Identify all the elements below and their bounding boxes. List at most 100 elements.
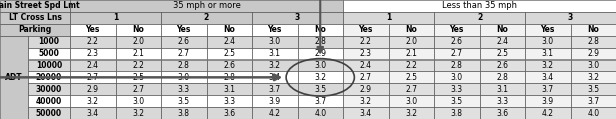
Bar — [116, 95, 161, 107]
Text: 3.4: 3.4 — [360, 109, 372, 118]
Text: 35 mph or more: 35 mph or more — [172, 1, 240, 10]
Bar — [298, 71, 343, 83]
Text: 3.5: 3.5 — [314, 85, 326, 94]
Bar — [434, 48, 479, 60]
Bar — [343, 95, 389, 107]
Text: 3.2: 3.2 — [269, 61, 281, 70]
Text: ADT: ADT — [5, 73, 23, 82]
Bar — [161, 95, 206, 107]
Bar — [389, 36, 434, 48]
Bar — [479, 60, 525, 71]
Bar — [479, 95, 525, 107]
Bar — [70, 95, 116, 107]
Bar — [116, 36, 161, 48]
Bar — [252, 83, 298, 95]
Text: 2.4: 2.4 — [496, 37, 508, 46]
Bar — [389, 83, 434, 95]
Text: 3.2: 3.2 — [541, 61, 554, 70]
Bar — [0, 24, 70, 36]
Bar — [28, 60, 70, 71]
Text: Yes: Yes — [267, 25, 282, 34]
Text: 2.9: 2.9 — [314, 49, 326, 58]
Text: 3.2: 3.2 — [360, 97, 371, 106]
Bar — [479, 83, 525, 95]
Text: 3.8: 3.8 — [178, 109, 190, 118]
Text: 2.5: 2.5 — [132, 73, 144, 82]
Text: 20000: 20000 — [36, 73, 62, 82]
Text: 3.4: 3.4 — [541, 73, 554, 82]
Text: 3.8: 3.8 — [451, 109, 463, 118]
Bar — [206, 24, 252, 36]
Text: 1: 1 — [113, 13, 118, 22]
Bar — [343, 71, 389, 83]
Text: 3.2: 3.2 — [132, 109, 144, 118]
Bar — [0, 0, 70, 12]
Text: 3.1: 3.1 — [541, 49, 554, 58]
Bar — [434, 83, 479, 95]
Text: 4.2: 4.2 — [269, 109, 281, 118]
Text: 3.1: 3.1 — [269, 49, 281, 58]
Text: 3.3: 3.3 — [223, 97, 235, 106]
Bar — [298, 24, 343, 36]
Text: 3: 3 — [295, 13, 300, 22]
Text: 2: 2 — [477, 13, 482, 22]
Bar — [343, 0, 616, 12]
Text: Parking: Parking — [18, 25, 52, 34]
Text: No: No — [496, 25, 508, 34]
Text: Main Street Spd Lmt: Main Street Spd Lmt — [0, 1, 79, 10]
Text: 2.4: 2.4 — [223, 37, 235, 46]
Text: 2.8: 2.8 — [224, 73, 235, 82]
Text: Yes: Yes — [177, 25, 191, 34]
Text: 3.2: 3.2 — [314, 73, 326, 82]
Bar — [570, 36, 616, 48]
Bar — [389, 95, 434, 107]
Bar — [116, 83, 161, 95]
Bar — [343, 24, 389, 36]
Text: 2.7: 2.7 — [87, 73, 99, 82]
Text: Yes: Yes — [541, 25, 555, 34]
Text: 3.3: 3.3 — [496, 97, 508, 106]
Bar — [434, 36, 479, 48]
Bar — [161, 48, 206, 60]
Text: 2.1: 2.1 — [405, 49, 417, 58]
Text: 2.9: 2.9 — [87, 85, 99, 94]
Bar — [570, 48, 616, 60]
Bar — [434, 107, 479, 119]
Bar — [525, 12, 616, 24]
Text: 3.0: 3.0 — [314, 61, 326, 70]
Text: 30000: 30000 — [36, 85, 62, 94]
Text: LT Cross Lns: LT Cross Lns — [9, 13, 62, 22]
Bar — [252, 71, 298, 83]
Bar — [570, 60, 616, 71]
Text: 3.2: 3.2 — [405, 109, 417, 118]
Text: 3.0: 3.0 — [405, 97, 417, 106]
Bar — [161, 12, 252, 24]
Bar — [389, 107, 434, 119]
Bar — [252, 48, 298, 60]
Text: 3.5: 3.5 — [587, 85, 599, 94]
Bar — [343, 48, 389, 60]
Bar — [70, 60, 116, 71]
Bar — [570, 83, 616, 95]
Bar — [298, 95, 343, 107]
Text: 1: 1 — [386, 13, 391, 22]
Bar — [525, 95, 570, 107]
Text: 2.3: 2.3 — [87, 49, 99, 58]
Bar — [298, 36, 343, 48]
Bar — [525, 71, 570, 83]
Text: 2.4: 2.4 — [360, 61, 371, 70]
Text: 3.9: 3.9 — [541, 97, 554, 106]
Text: 3.2: 3.2 — [87, 97, 99, 106]
Text: 2.4: 2.4 — [87, 61, 99, 70]
Text: 1000: 1000 — [38, 37, 60, 46]
Bar — [206, 48, 252, 60]
Bar — [28, 71, 70, 83]
Bar — [525, 36, 570, 48]
Text: 3.0: 3.0 — [587, 61, 599, 70]
Bar — [343, 83, 389, 95]
Bar — [161, 107, 206, 119]
Text: 3.0: 3.0 — [132, 97, 144, 106]
Text: 2.6: 2.6 — [223, 61, 235, 70]
Bar — [525, 60, 570, 71]
Text: 2.8: 2.8 — [314, 37, 326, 46]
